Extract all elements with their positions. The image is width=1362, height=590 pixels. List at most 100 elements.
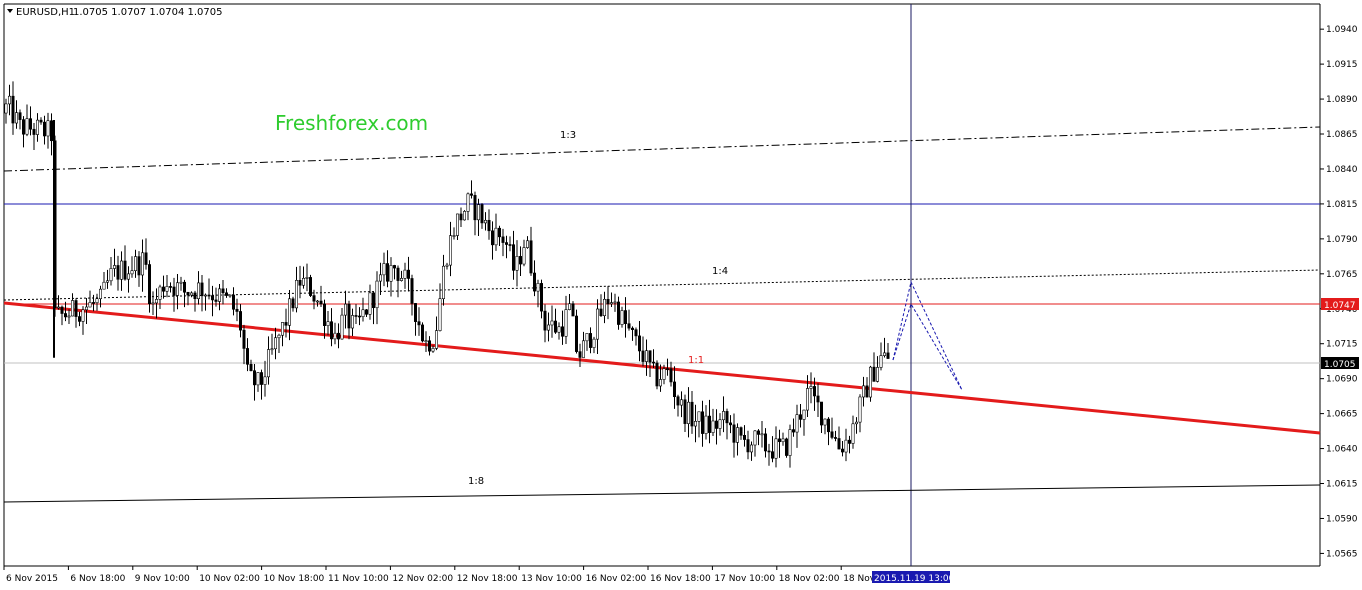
candle-body — [123, 260, 127, 280]
candle-body — [15, 112, 19, 124]
candle-body — [847, 439, 851, 444]
candle-body — [85, 306, 89, 311]
candle-body — [490, 230, 494, 246]
candle-body — [868, 366, 872, 398]
candle-body — [221, 288, 225, 294]
y-tick-label: 1.0590 — [1326, 514, 1358, 524]
candle-body — [266, 349, 270, 378]
candle-body — [424, 340, 428, 343]
gann-fan[interactable]: 1:3 1:4 1:1 1:8 — [3, 126, 1321, 503]
candle-body — [830, 431, 834, 438]
candle-body — [256, 372, 260, 386]
candle-body — [169, 286, 173, 288]
level-price-label: 1.0747 — [1324, 301, 1356, 311]
candle-body — [756, 430, 760, 435]
candle-body — [273, 337, 277, 350]
candle-body — [798, 414, 802, 420]
candle-body — [329, 321, 333, 340]
y-tick-label: 1.0915 — [1326, 60, 1358, 70]
price-projection[interactable] — [892, 280, 963, 391]
gann-line-1-1[interactable] — [3, 301, 1321, 435]
candle-body — [690, 401, 694, 427]
candle-body — [840, 448, 844, 453]
candle-body — [655, 362, 659, 387]
candle-body — [592, 338, 596, 348]
candle-body — [669, 368, 673, 383]
gann-line-1-3[interactable] — [3, 126, 1321, 172]
projection-path-lower[interactable] — [892, 302, 963, 391]
candle-body — [340, 314, 344, 340]
candle-body — [116, 265, 120, 280]
candle-body — [711, 420, 715, 433]
candle-body — [389, 265, 393, 282]
x-tick-label: 9 Nov 10:00 — [135, 574, 190, 584]
candle-body — [186, 291, 190, 296]
candle-body — [102, 281, 106, 290]
ohlc-readout: 1.0705 1.0707 1.0704 1.0705 — [73, 7, 223, 18]
candle-body — [4, 103, 8, 114]
candle-body — [235, 308, 239, 312]
candle-body — [312, 295, 316, 302]
candle-body — [872, 366, 876, 382]
candle-body — [865, 385, 869, 398]
candle-body — [354, 315, 358, 317]
candle-body — [162, 286, 166, 292]
price-tag-last: 1.0705 — [1321, 357, 1359, 370]
candle-body — [109, 268, 113, 282]
candle-body — [74, 300, 78, 317]
candle-body — [851, 423, 855, 444]
time-axis[interactable]: 6 Nov 2015 6 Nov 18:00 9 Nov 10:00 10 Nov 0… — [3, 566, 876, 584]
candle-body — [518, 256, 522, 265]
candle-body — [413, 303, 417, 322]
candle-body — [805, 388, 809, 411]
y-tick-label: 1.0640 — [1326, 445, 1358, 455]
gann-line-1-4[interactable] — [3, 269, 1321, 301]
candle-body — [728, 422, 732, 426]
gann-line-1-8[interactable] — [3, 484, 1321, 503]
candle-body — [473, 195, 477, 221]
candles — [4, 81, 890, 468]
projection-path-upper[interactable] — [892, 280, 963, 391]
candle-body — [179, 281, 183, 284]
candle-body — [886, 352, 890, 359]
chevron-down-icon[interactable] — [7, 9, 13, 13]
candle-body — [494, 227, 498, 246]
candle-body — [536, 283, 540, 292]
y-tick-label: 1.0940 — [1326, 25, 1358, 35]
candle-body — [760, 433, 764, 436]
candle-body — [837, 438, 841, 450]
candle-body — [305, 277, 309, 279]
chart-header[interactable]: EURUSD,H1 1.0705 1.0707 1.0704 1.0705 — [7, 7, 223, 18]
candle-body — [141, 252, 145, 276]
x-tick-label: 17 Nov 10:00 — [714, 574, 775, 584]
candle-body — [791, 429, 795, 433]
candle-body — [315, 300, 319, 303]
candle-body — [42, 121, 46, 137]
candle-body — [378, 274, 382, 282]
candle-body — [249, 364, 253, 372]
y-tick-label: 1.0615 — [1326, 480, 1358, 490]
candle-body — [508, 244, 512, 246]
candle-body — [532, 272, 536, 292]
x-tick-label: 16 Nov 18:00 — [650, 574, 711, 584]
candle-body — [368, 292, 372, 315]
candle-body — [28, 118, 32, 130]
candle-body — [574, 315, 578, 352]
candle-body — [557, 326, 561, 333]
candle-body — [585, 333, 589, 342]
candle-body — [501, 236, 505, 243]
price-axis[interactable]: 1.0940 1.0915 1.0890 1.0865 1.0840 1.0815 1.07… — [1320, 25, 1358, 559]
candle-body — [417, 321, 421, 326]
candle-body — [239, 311, 243, 331]
x-tick-label: 11 Nov 10:00 — [328, 574, 389, 584]
candle-body — [630, 327, 634, 330]
candle-body — [39, 119, 43, 123]
candle-body — [683, 399, 687, 424]
candle-body — [735, 427, 739, 443]
candle-body — [693, 421, 697, 427]
candle-body — [137, 256, 141, 276]
candle-body — [819, 401, 823, 426]
x-tick-label: 6 Nov 2015 — [6, 574, 58, 584]
